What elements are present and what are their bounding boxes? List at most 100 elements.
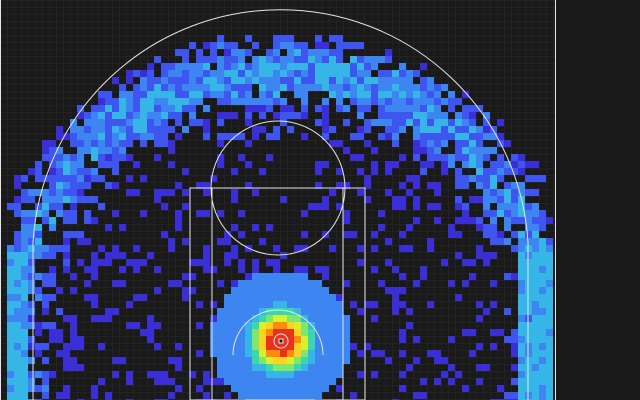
heatmap-cell [224, 329, 231, 336]
heatmap-cell [406, 70, 413, 77]
heatmap-cell [217, 322, 224, 329]
heatmap-cell [385, 56, 392, 63]
heatmap-cell [252, 63, 259, 70]
heatmap-cell [105, 252, 112, 259]
heatmap-cell [231, 322, 238, 329]
heatmap-cell [322, 203, 329, 210]
heatmap-cell [392, 98, 399, 105]
heatmap-cell [231, 70, 238, 77]
heatmap-cell [434, 119, 441, 126]
heatmap-cell [259, 385, 266, 392]
heatmap-cell [462, 119, 469, 126]
heatmap-cell [14, 350, 21, 357]
heatmap-cell [42, 273, 49, 280]
heatmap-cell [287, 42, 294, 49]
heatmap-cell [301, 56, 308, 63]
heatmap-cell [273, 371, 280, 378]
heatmap-cell [56, 329, 63, 336]
heatmap-cell [315, 287, 322, 294]
heatmap-cell [294, 378, 301, 385]
heatmap-cell [462, 385, 469, 392]
heatmap-cell [70, 175, 77, 182]
heatmap-cell [224, 378, 231, 385]
heatmap-cell [252, 329, 259, 336]
heatmap-cell [532, 336, 539, 343]
heatmap-cell [518, 378, 525, 385]
heatmap-cell [91, 175, 98, 182]
heatmap-cell [63, 210, 70, 217]
heatmap-cell [308, 357, 315, 364]
heatmap-cell [98, 105, 105, 112]
heatmap-cell [448, 231, 455, 238]
heatmap-cell [147, 105, 154, 112]
heatmap-cell [490, 210, 497, 217]
heatmap-cell [378, 350, 385, 357]
heatmap-cell [252, 273, 259, 280]
heatmap-cell [210, 77, 217, 84]
heatmap-cell [56, 392, 63, 399]
heatmap-cell [266, 308, 273, 315]
heatmap-cell [217, 91, 224, 98]
heatmap-cell [49, 245, 56, 252]
heatmap-cell [203, 91, 210, 98]
heatmap-cell [182, 77, 189, 84]
heatmap-cell [434, 147, 441, 154]
heatmap-cell [91, 315, 98, 322]
heatmap-cell [329, 70, 336, 77]
heatmap-cell [231, 49, 238, 56]
heatmap-cell [476, 168, 483, 175]
heatmap-cell [266, 63, 273, 70]
heatmap-cell [133, 112, 140, 119]
heatmap-cell [196, 259, 203, 266]
heatmap-cell [315, 322, 322, 329]
heatmap-cell [371, 315, 378, 322]
heatmap-cell [77, 112, 84, 119]
heatmap-cell [91, 252, 98, 259]
heatmap-cell [280, 42, 287, 49]
heatmap-cell [49, 189, 56, 196]
heatmap-cell [140, 91, 147, 98]
heatmap-cell [252, 392, 259, 399]
heatmap-cell [154, 91, 161, 98]
heatmap-cell [42, 357, 49, 364]
heatmap-cell [539, 266, 546, 273]
heatmap-cell [154, 378, 161, 385]
heatmap-cell [483, 308, 490, 315]
heatmap-cell [427, 84, 434, 91]
heatmap-cell [161, 231, 168, 238]
heatmap-cell [294, 56, 301, 63]
heatmap-cell [238, 301, 245, 308]
heatmap-cell [336, 357, 343, 364]
heatmap-cell [231, 224, 238, 231]
heatmap-cell [203, 259, 210, 266]
heatmap-cell [245, 77, 252, 84]
heatmap-cell [336, 105, 343, 112]
heatmap-cell [420, 63, 427, 70]
heatmap-cell [245, 322, 252, 329]
heatmap-cell [35, 294, 42, 301]
heatmap-cell [476, 105, 483, 112]
heatmap-cell [413, 336, 420, 343]
heatmap-cell [392, 294, 399, 301]
heatmap-cell [469, 217, 476, 224]
heatmap-cell [161, 133, 168, 140]
heatmap-cell [490, 182, 497, 189]
heatmap-cell [315, 343, 322, 350]
heatmap-cell [294, 357, 301, 364]
heatmap-cell [518, 231, 525, 238]
heatmap-cell [259, 98, 266, 105]
heatmap-cell [532, 322, 539, 329]
heatmap-cell [294, 91, 301, 98]
heatmap-cell [119, 224, 126, 231]
heatmap-cell [224, 357, 231, 364]
heatmap-cell [35, 189, 42, 196]
heatmap-cell [462, 112, 469, 119]
heatmap-cell [301, 392, 308, 399]
heatmap-cell [56, 154, 63, 161]
heatmap-cell [252, 378, 259, 385]
heatmap-cell [210, 350, 217, 357]
heatmap-cell [168, 84, 175, 91]
heatmap-cell [343, 119, 350, 126]
heatmap-cell [252, 308, 259, 315]
heatmap-cell [266, 350, 273, 357]
